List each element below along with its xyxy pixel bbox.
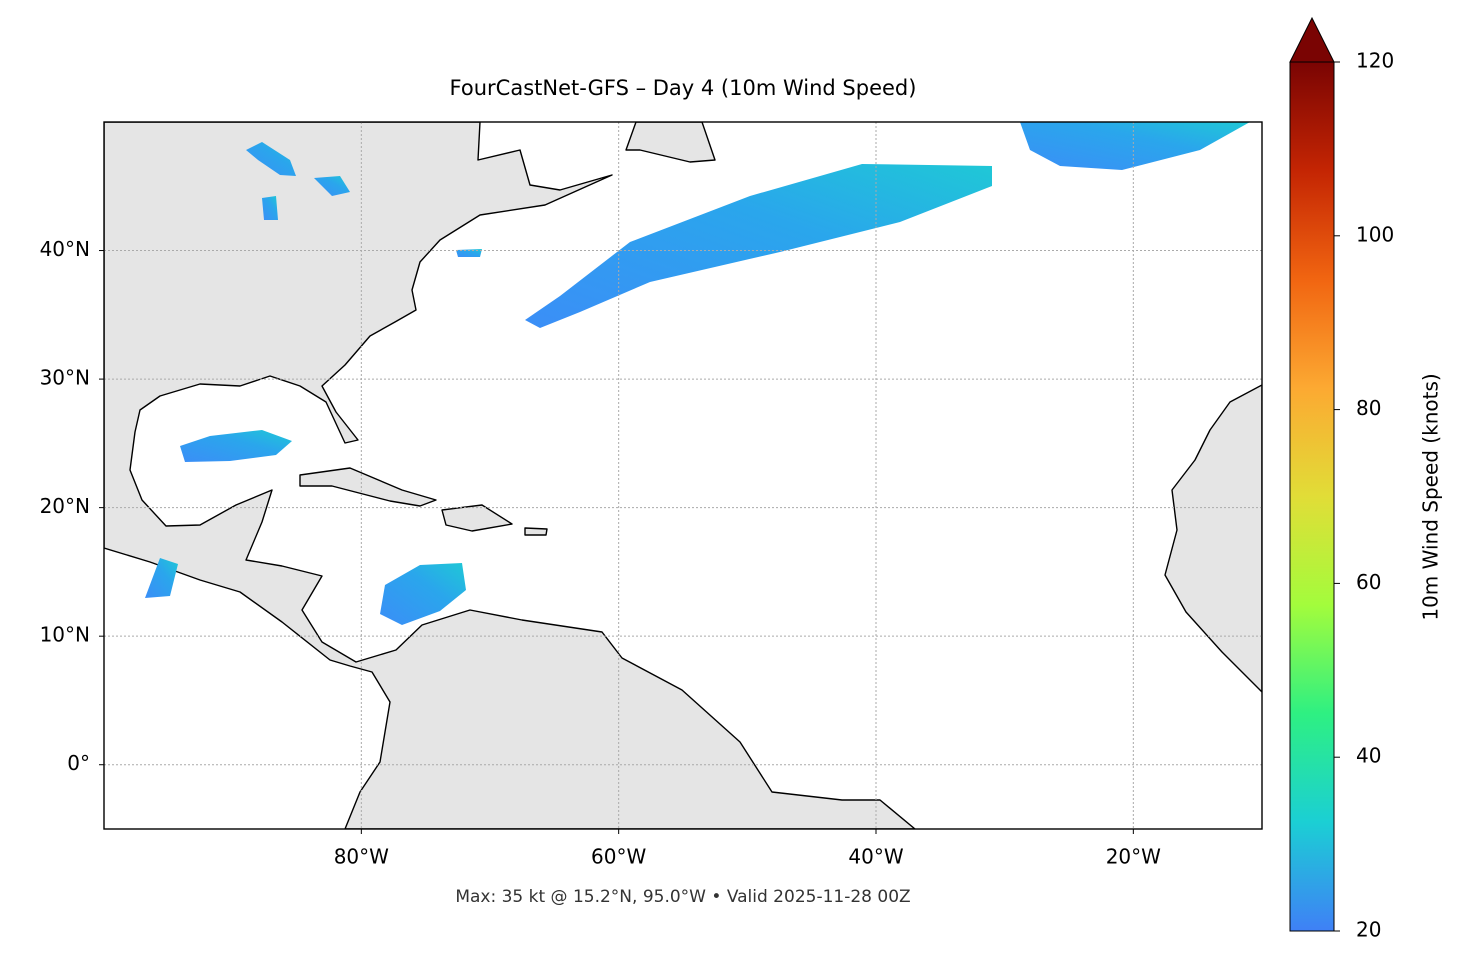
- x-tick-label: 80°W: [334, 845, 389, 869]
- map-area: [104, 122, 1262, 829]
- wind-swath: [456, 249, 482, 257]
- wind-swath: [1020, 122, 1250, 170]
- puerto-rico: [524, 527, 548, 536]
- hispaniola: [441, 504, 513, 532]
- colorbar-tick-label: 100: [1356, 222, 1394, 246]
- wind-swath: [314, 176, 350, 196]
- y-tick-label: 20°N: [40, 494, 90, 518]
- colorbar-tick-label: 60: [1356, 570, 1381, 594]
- y-tick-label: 10°N: [40, 623, 90, 647]
- x-tick-label: 60°W: [591, 845, 646, 869]
- colorbar-tick-label: 20: [1356, 918, 1381, 942]
- x-tick-label: 20°W: [1106, 845, 1161, 869]
- chart-title: FourCastNet-GFS – Day 4 (10m Wind Speed): [450, 76, 917, 100]
- y-tick-label: 30°N: [40, 366, 90, 390]
- colorbar-tick-label: 120: [1356, 49, 1394, 73]
- africa: [1164, 384, 1262, 693]
- wind-swath: [262, 196, 278, 220]
- americas: [104, 122, 916, 829]
- colorbar-tick-label: 80: [1356, 396, 1381, 420]
- wind-swath: [145, 558, 178, 598]
- colorbar-extend: [1289, 16, 1335, 63]
- x-tick-label: 40°W: [848, 845, 903, 869]
- colorbar-tick-label: 40: [1356, 744, 1381, 768]
- y-tick-label: 40°N: [40, 237, 90, 261]
- wind-swath: [180, 430, 292, 462]
- map-frame: [103, 121, 1263, 830]
- wind-swath: [246, 142, 296, 176]
- labrador: [625, 122, 716, 163]
- wind-swath: [525, 164, 992, 328]
- footer-note: Max: 35 kt @ 15.2°N, 95.0°W • Valid 2025…: [455, 887, 910, 907]
- cuba: [299, 467, 437, 507]
- wind-swath: [380, 563, 466, 625]
- colorbar: [1289, 61, 1335, 932]
- y-tick-label: 0°: [67, 751, 90, 775]
- grid: [104, 122, 1262, 829]
- colorbar-label: 10m Wind Speed (knots): [1419, 373, 1443, 620]
